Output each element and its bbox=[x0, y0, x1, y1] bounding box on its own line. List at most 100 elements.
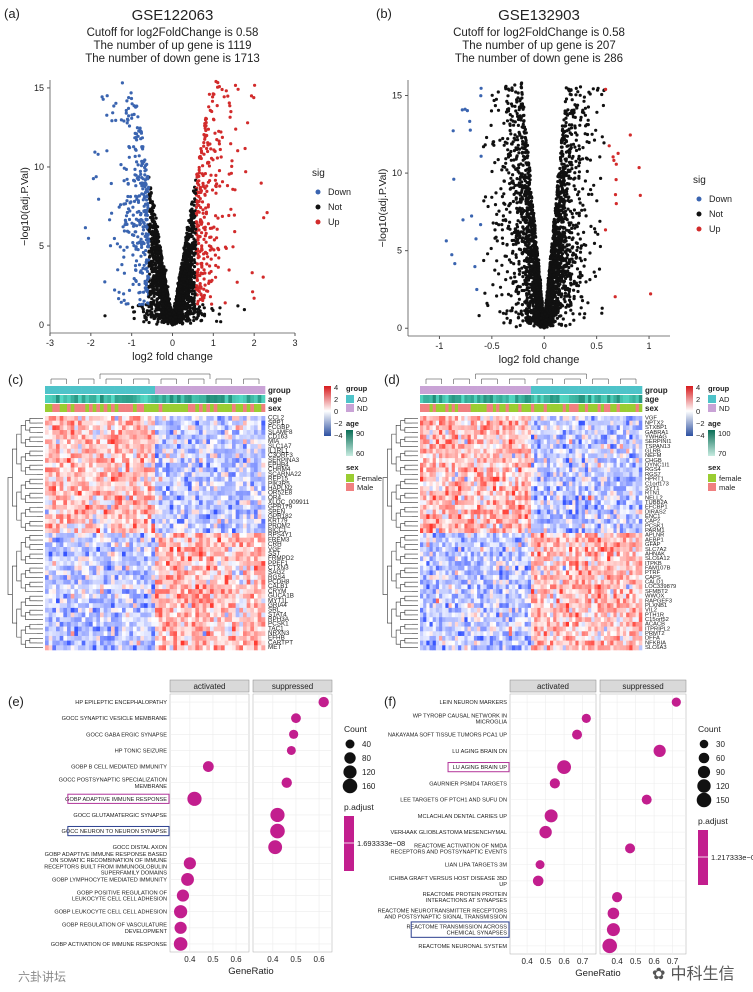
volcano-point-up bbox=[205, 184, 209, 188]
volcano-point-up bbox=[203, 193, 207, 197]
volcano-point-down bbox=[134, 268, 138, 272]
volcano-point-not bbox=[187, 229, 191, 233]
volcano-point-down bbox=[136, 235, 140, 239]
volcano-point-not bbox=[567, 123, 572, 127]
volcano-point-not bbox=[502, 192, 506, 196]
volcano-point-up bbox=[208, 295, 212, 299]
volcano-point-up bbox=[212, 118, 216, 122]
volcano-point-up bbox=[206, 203, 210, 207]
volcano-point-not bbox=[548, 266, 553, 270]
volcano-point-not bbox=[563, 141, 567, 145]
volcano-point-down bbox=[140, 161, 144, 165]
volcano-point-down bbox=[453, 262, 457, 266]
volcano-point-not bbox=[580, 295, 584, 299]
volcano-point-down bbox=[105, 149, 109, 153]
volcano-point-not bbox=[505, 242, 509, 247]
volcano-point-down bbox=[127, 217, 132, 222]
volcano-point-not bbox=[164, 289, 168, 293]
volcano-point-not bbox=[592, 138, 597, 142]
volcano-point-down bbox=[146, 175, 150, 179]
volcano-point-down bbox=[146, 240, 150, 244]
volcano-point-not bbox=[150, 224, 154, 228]
volcano-point-not bbox=[192, 216, 196, 220]
volcano-point-up bbox=[212, 248, 216, 252]
volcano-point-not bbox=[525, 265, 529, 270]
legend-marker-not bbox=[315, 204, 321, 210]
volcano-point-not bbox=[591, 87, 595, 91]
volcano-point-not bbox=[565, 187, 569, 191]
volcano-point-down bbox=[132, 233, 136, 237]
volcano-point-not bbox=[493, 268, 497, 272]
volcano-point-not bbox=[573, 115, 577, 119]
volcano-point-down bbox=[132, 178, 136, 182]
volcano-point-not bbox=[508, 187, 512, 191]
volcano-point-not bbox=[188, 262, 192, 267]
volcano-point-not bbox=[177, 315, 181, 319]
volcano-point-not bbox=[524, 131, 528, 135]
volcano-point-not bbox=[163, 279, 168, 283]
volcano-point-up bbox=[202, 237, 206, 241]
volcano-point-not bbox=[175, 289, 179, 293]
volcano-point-up bbox=[208, 226, 212, 230]
volcano-point-not bbox=[482, 258, 486, 263]
volcano-point-down bbox=[133, 167, 137, 171]
volcano-point-up bbox=[194, 287, 198, 291]
volcano-point-down bbox=[142, 221, 146, 225]
volcano-point-not bbox=[491, 140, 495, 144]
volcano-point-down bbox=[133, 264, 138, 268]
volcano-point-down bbox=[134, 259, 139, 263]
volcano-point-not bbox=[518, 206, 522, 210]
volcano-point-not bbox=[573, 176, 577, 180]
volcano-point-down bbox=[146, 237, 150, 241]
volcano-point-not bbox=[569, 257, 573, 261]
volcano-point-not bbox=[190, 292, 194, 296]
volcano-point-not bbox=[569, 281, 573, 285]
volcano-point-not bbox=[576, 284, 581, 288]
volcano-point-up bbox=[208, 264, 212, 268]
volcano-point-not bbox=[195, 307, 199, 311]
volcano-point-not bbox=[153, 242, 157, 246]
volcano-point-not bbox=[569, 93, 573, 97]
volcano-point-down bbox=[122, 229, 126, 233]
volcano-point-up bbox=[206, 127, 210, 131]
volcano-point-down bbox=[116, 268, 120, 272]
volcano-point-down bbox=[110, 211, 114, 215]
volcano-point-not bbox=[551, 264, 556, 268]
volcano-point-down bbox=[127, 155, 131, 159]
volcano-point-not bbox=[504, 278, 508, 282]
volcano-point-not bbox=[519, 105, 523, 109]
volcano-point-not bbox=[578, 85, 583, 89]
volcano-point-down bbox=[126, 181, 130, 186]
volcano-point-down bbox=[125, 99, 129, 103]
volcano-point-up bbox=[211, 158, 215, 162]
volcano-point-not bbox=[152, 282, 156, 286]
volcano-point-up bbox=[262, 216, 266, 220]
volcano-point-not bbox=[578, 256, 582, 260]
volcano-point-not bbox=[576, 90, 580, 94]
volcano-point-not bbox=[148, 227, 152, 231]
volcano-point-up bbox=[212, 238, 216, 242]
volcano-point-not bbox=[602, 141, 606, 145]
volcano-point-down bbox=[117, 290, 121, 294]
scatter-points bbox=[83, 79, 269, 327]
volcano-point-not bbox=[575, 267, 580, 271]
volcano-point-not bbox=[533, 234, 538, 238]
volcano-point-up bbox=[203, 250, 208, 254]
volcano-point-not bbox=[153, 291, 157, 295]
volcano-point-not bbox=[511, 249, 515, 253]
volcano-point-not bbox=[586, 301, 590, 305]
chart-title: GSE122063 bbox=[132, 7, 214, 24]
volcano-point-down bbox=[122, 179, 126, 183]
volcano-point-up bbox=[197, 168, 201, 172]
volcano-point-not bbox=[187, 271, 191, 275]
volcano-point-up bbox=[201, 184, 205, 188]
volcano-point-up bbox=[214, 275, 218, 279]
volcano-point-up bbox=[197, 228, 201, 232]
volcano-point-down bbox=[143, 164, 148, 168]
volcano-point-not bbox=[495, 294, 499, 298]
volcano-point-up bbox=[236, 87, 240, 91]
volcano-point-up bbox=[249, 94, 254, 98]
volcano-point-not bbox=[162, 274, 166, 278]
volcano-point-not bbox=[148, 208, 153, 212]
